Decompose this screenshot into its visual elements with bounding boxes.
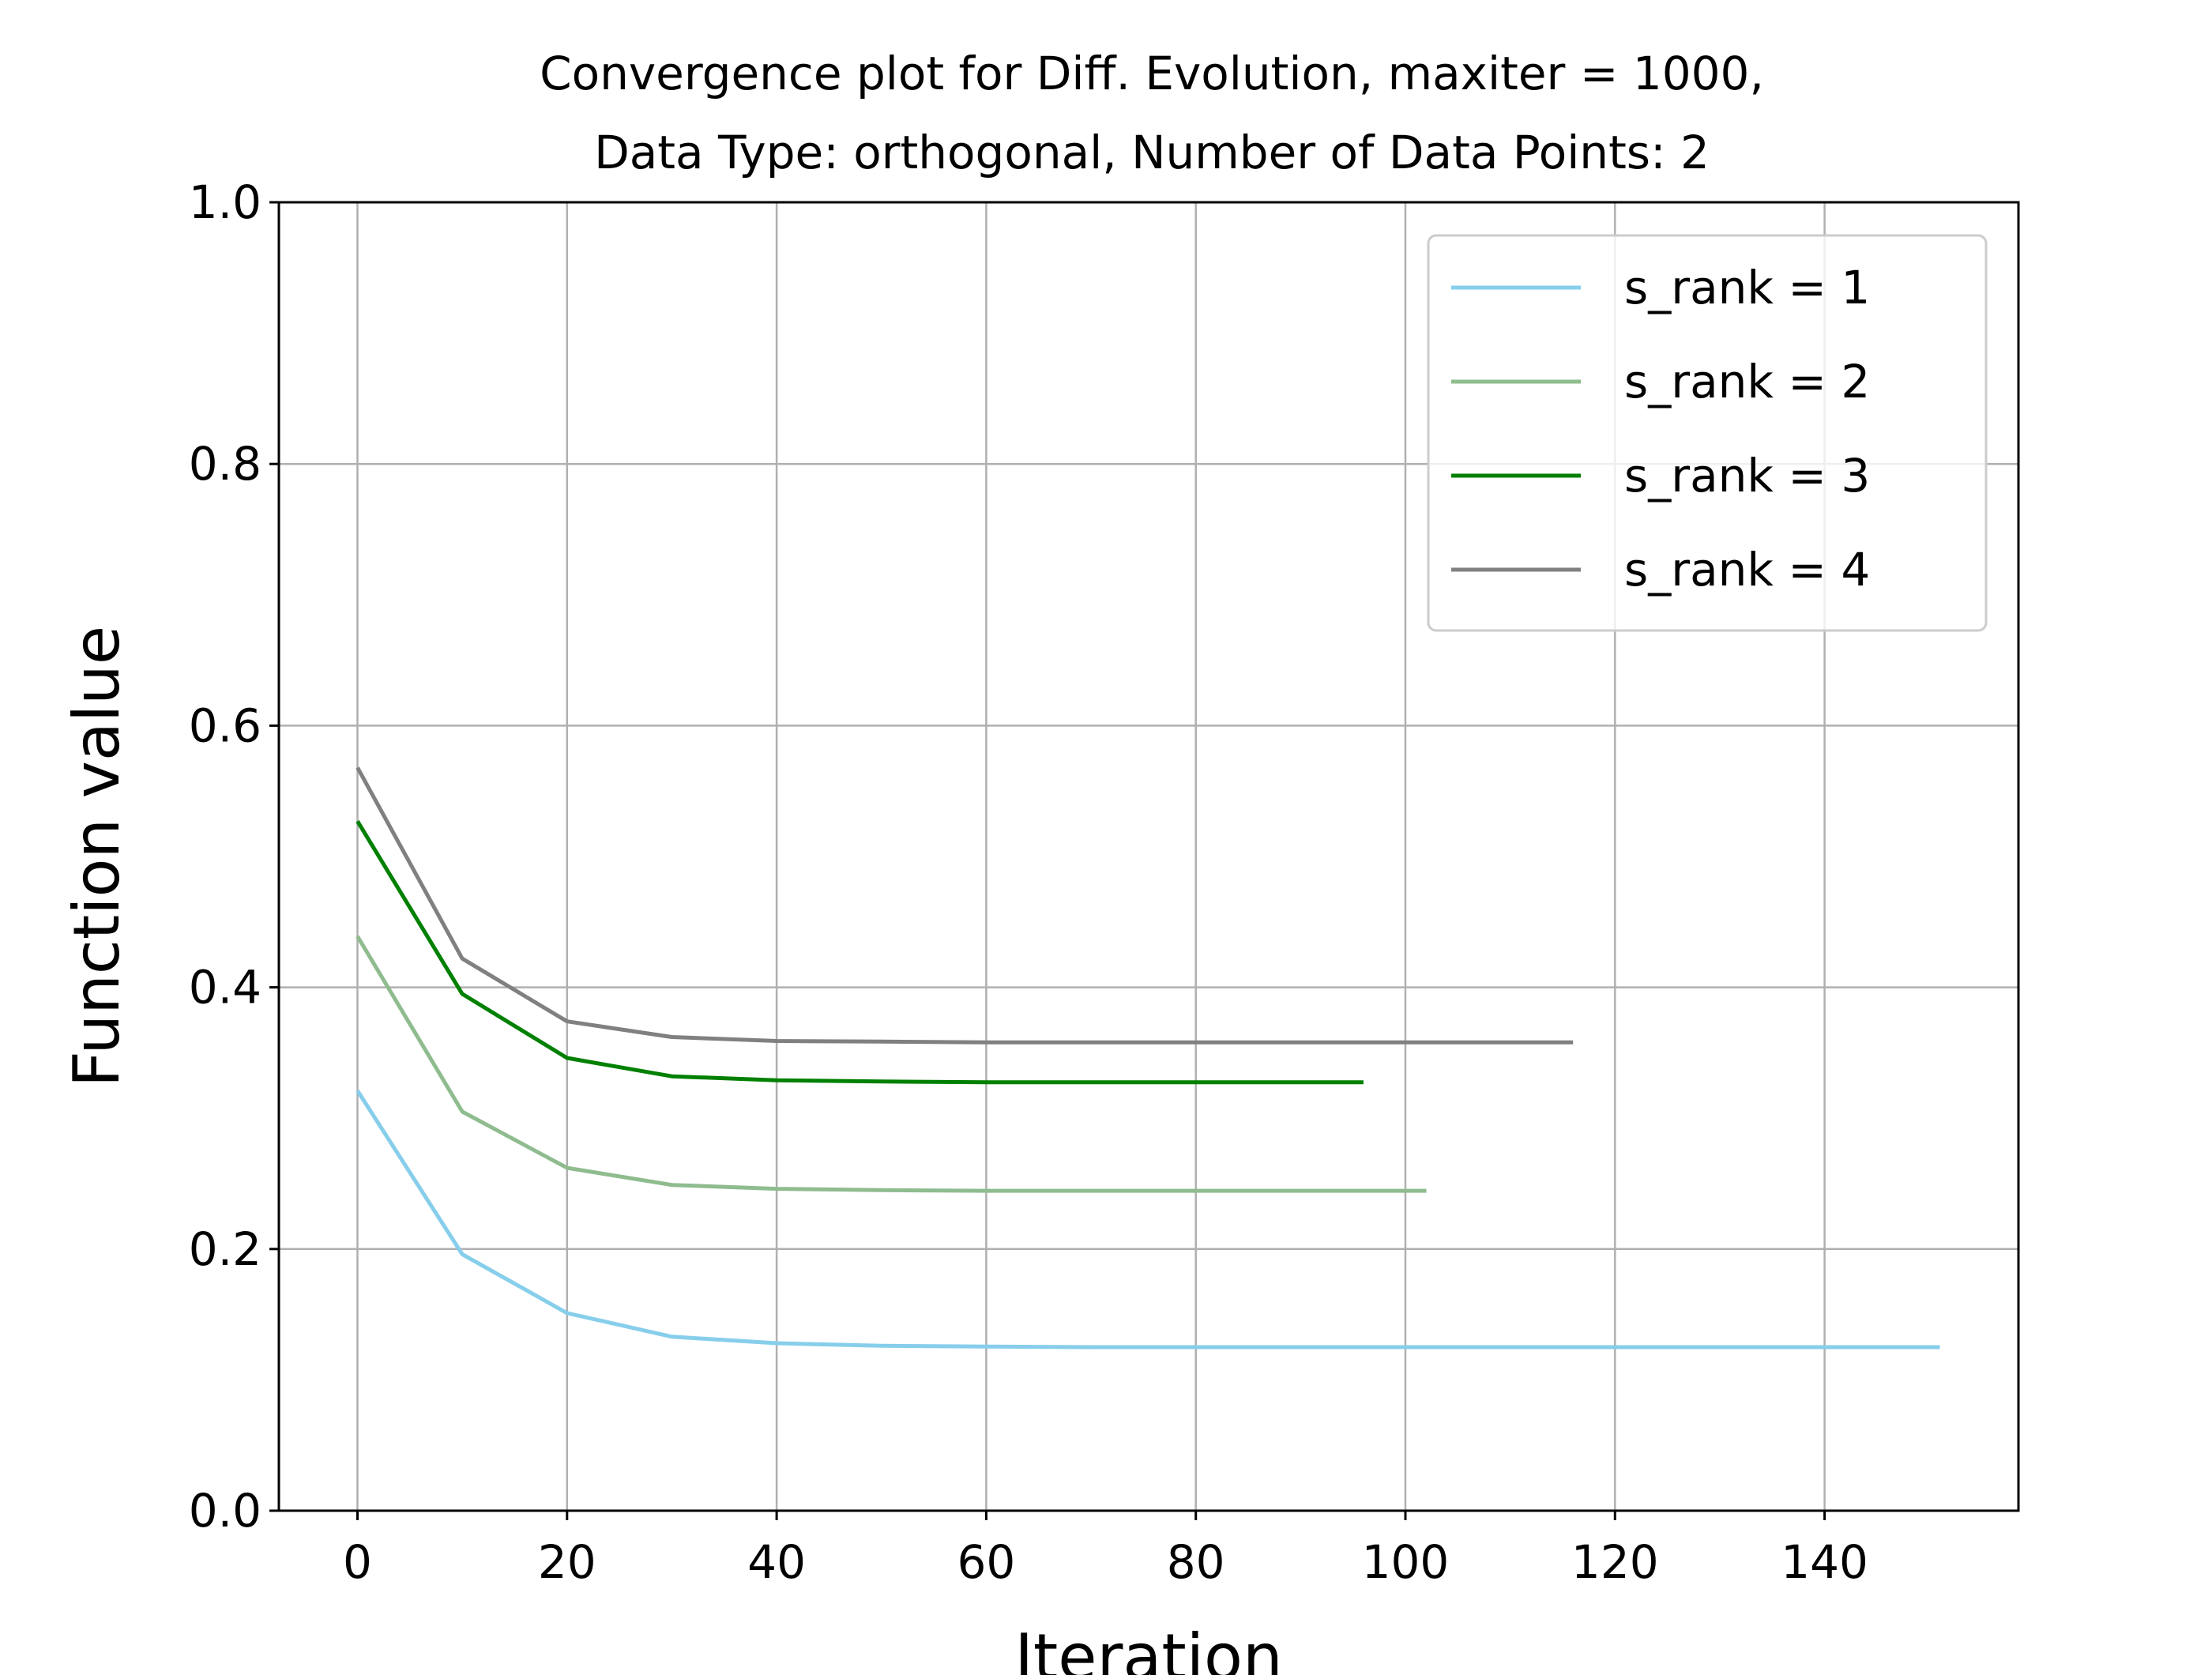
x-tick-label: 60 [957,1535,1015,1589]
series-line-s-rank-4 [356,766,1574,1045]
series-line-s-rank-1 [356,1090,1940,1350]
x-tick-label: 80 [1167,1535,1225,1589]
x-tick-label: 120 [1571,1535,1659,1589]
y-tick-label: 0.6 [189,698,261,752]
y-tick-label: 0.8 [189,437,261,491]
y-tick-label: 0.4 [189,961,261,1015]
plot-area-frame [277,201,2020,1512]
y-tick-label: 0.2 [189,1222,261,1276]
y-axis-label: Function value [60,626,134,1087]
x-tick-label: 40 [747,1535,806,1589]
x-axis-label: Iteration [1014,1621,1282,1675]
x-tick-label: 0 [343,1535,372,1589]
x-tick-label: 140 [1781,1535,1868,1589]
series-lines [356,766,1940,1350]
legend: s_rank = 1 s_rank = 2 s_rank = 3 s_rank = 4 [1427,234,1988,632]
x-tick-label: 100 [1362,1535,1450,1589]
legend-label-s-rank-2: s_rank = 2 [1624,355,1870,408]
y-tick-label: 0.0 [189,1484,261,1538]
legend-label-s-rank-1: s_rank = 1 [1624,261,1870,314]
x-tick-label: 20 [538,1535,596,1589]
legend-label-s-rank-4: s_rank = 4 [1624,543,1870,597]
chart-title: Convergence plot for Diff. Evolution, ma… [540,47,1764,100]
series-line-s-rank-3 [356,820,1364,1085]
chart-subtitle: Data Type: orthogonal, Number of Data Po… [594,126,1710,179]
legend-label-s-rank-3: s_rank = 3 [1624,449,1870,503]
legend-frame [1427,234,1988,632]
series-line-s-rank-2 [356,935,1427,1193]
y-tick-label: 1.0 [189,175,261,229]
axis-ticks: 0 20 40 60 80 100 120 140 0.0 0.2 0.4 0.6 0.8 1.0 [189,175,1868,1589]
